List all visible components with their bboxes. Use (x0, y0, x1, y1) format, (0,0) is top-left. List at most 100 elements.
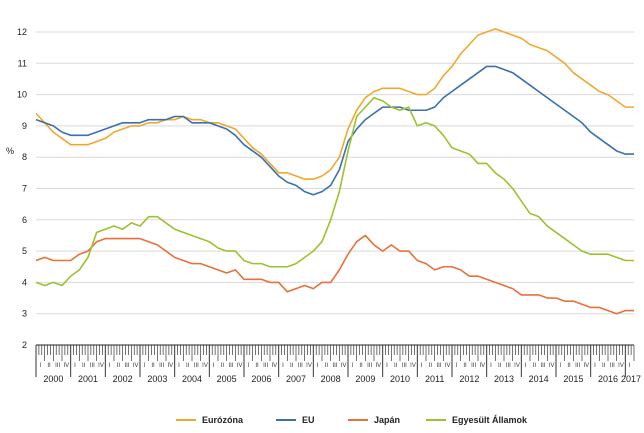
x-quarter-label: I (39, 363, 41, 369)
x-year-label: 2006 (251, 374, 271, 384)
x-year-label: 2015 (563, 374, 583, 384)
x-quarter-label: III (575, 363, 580, 369)
x-quarter-label: III (610, 363, 615, 369)
y-tick-label: 6 (22, 215, 27, 225)
y-axis-label: % (6, 146, 14, 156)
x-year-label: 2009 (355, 374, 375, 384)
x-year-label: 2012 (459, 374, 479, 384)
x-quarter-label: IV (479, 363, 485, 369)
x-quarter-label: II (325, 363, 329, 369)
series-line-2 (35, 234, 634, 315)
x-quarter-label: II (151, 363, 155, 369)
x-quarter-label: II (533, 363, 537, 369)
x-quarter-label: I (559, 363, 561, 369)
x-year-label: 2017 (621, 374, 641, 384)
y-tick-label: 7 (22, 184, 27, 194)
x-quarter-label: IV (202, 363, 208, 369)
x-quarter-label: III (540, 363, 545, 369)
x-quarter-label: IV (306, 363, 312, 369)
x-quarter-label: I (351, 363, 353, 369)
legend: Eurózóna EU Japán Egyesült Államok (176, 415, 528, 425)
x-year-label: 2011 (425, 374, 444, 384)
x-quarter-label: III (402, 363, 407, 369)
x-quarter-label: IV (445, 363, 451, 369)
x-quarter-label: IV (167, 363, 173, 369)
x-quarter-label: IV (271, 363, 277, 369)
x-quarter-label: I (109, 363, 111, 369)
y-tick-label: 5 (22, 246, 27, 256)
y-tick-label: 11 (18, 58, 27, 68)
y-tick-label: 3 (22, 309, 27, 319)
x-quarter-label: I (594, 363, 596, 369)
x-quarter-label: III (159, 363, 164, 369)
x-year-label: 2014 (529, 374, 549, 384)
x-quarter-label: III (332, 363, 337, 369)
y-tick-label: 12 (17, 27, 27, 37)
x-quarter-label: IV (63, 363, 69, 369)
x-year-label: 2005 (217, 374, 237, 384)
x-year-label: 2007 (286, 374, 306, 384)
x-quarter-label: IV (618, 363, 624, 369)
y-tick-label: 2 (22, 340, 27, 350)
x-quarter-label: II (255, 363, 259, 369)
y-tick-label: 8 (22, 152, 27, 162)
x-quarter-label: IV (341, 363, 347, 369)
x-quarter-label: I (629, 363, 631, 369)
x-quarter-label: IV (583, 363, 589, 369)
series-layer (35, 28, 634, 315)
x-quarter-label: IV (133, 363, 139, 369)
x-quarter-label: IV (237, 363, 243, 369)
y-tick-label: 10 (17, 90, 27, 100)
x-quarter-label: II (429, 363, 433, 369)
x-quarter-label: II (359, 363, 363, 369)
legend-label: EU (302, 415, 315, 425)
x-quarter-label: II (117, 363, 121, 369)
x-year-label: 2010 (390, 374, 410, 384)
x-quarter-label: III (228, 363, 233, 369)
series-line-1 (35, 65, 634, 196)
x-quarter-label: II (82, 363, 86, 369)
y-tick-label: 9 (22, 121, 27, 131)
x-quarter-label: II (290, 363, 294, 369)
x-year-label: 2016 (598, 374, 618, 384)
x-quarter-label: III (55, 363, 60, 369)
x-quarter-label: II (47, 363, 51, 369)
x-quarter-label: III (298, 363, 303, 369)
x-quarter-label: III (471, 363, 476, 369)
legend-label: Eurózóna (202, 415, 244, 425)
x-quarter-label: II (186, 363, 190, 369)
x-quarter-label: I (213, 363, 215, 369)
x-quarter-label: III (90, 363, 95, 369)
x-quarter-label: IV (98, 363, 104, 369)
series-line-3 (35, 96, 634, 287)
x-quarter-label: I (178, 363, 180, 369)
x-quarter-label: III (436, 363, 441, 369)
x-quarter-label: I (247, 363, 249, 369)
x-quarter-label: II (567, 363, 571, 369)
x-quarter-label: III (506, 363, 511, 369)
x-quarter-label: I (74, 363, 76, 369)
x-quarter-label: II (463, 363, 467, 369)
x-year-label: 2001 (78, 374, 98, 384)
x-quarter-label: II (394, 363, 398, 369)
x-quarter-label: IV (410, 363, 416, 369)
x-quarter-label: II (221, 363, 225, 369)
x-quarter-label: I (490, 363, 492, 369)
x-quarter-label: II (602, 363, 606, 369)
x-quarter-label: I (421, 363, 423, 369)
x-quarter-label: III (367, 363, 372, 369)
x-year-label: 2013 (494, 374, 514, 384)
x-year-label: 2002 (113, 374, 133, 384)
x-quarter-label: III (124, 363, 129, 369)
x-quarter-label: I (386, 363, 388, 369)
x-quarter-label: IV (514, 363, 520, 369)
x-quarter-label: I (282, 363, 284, 369)
x-year-label: 2003 (147, 374, 167, 384)
x-quarter-label: III (263, 363, 268, 369)
x-year-label: 2000 (43, 374, 63, 384)
legend-label: Japán (374, 415, 400, 425)
x-quarter-label: I (525, 363, 527, 369)
